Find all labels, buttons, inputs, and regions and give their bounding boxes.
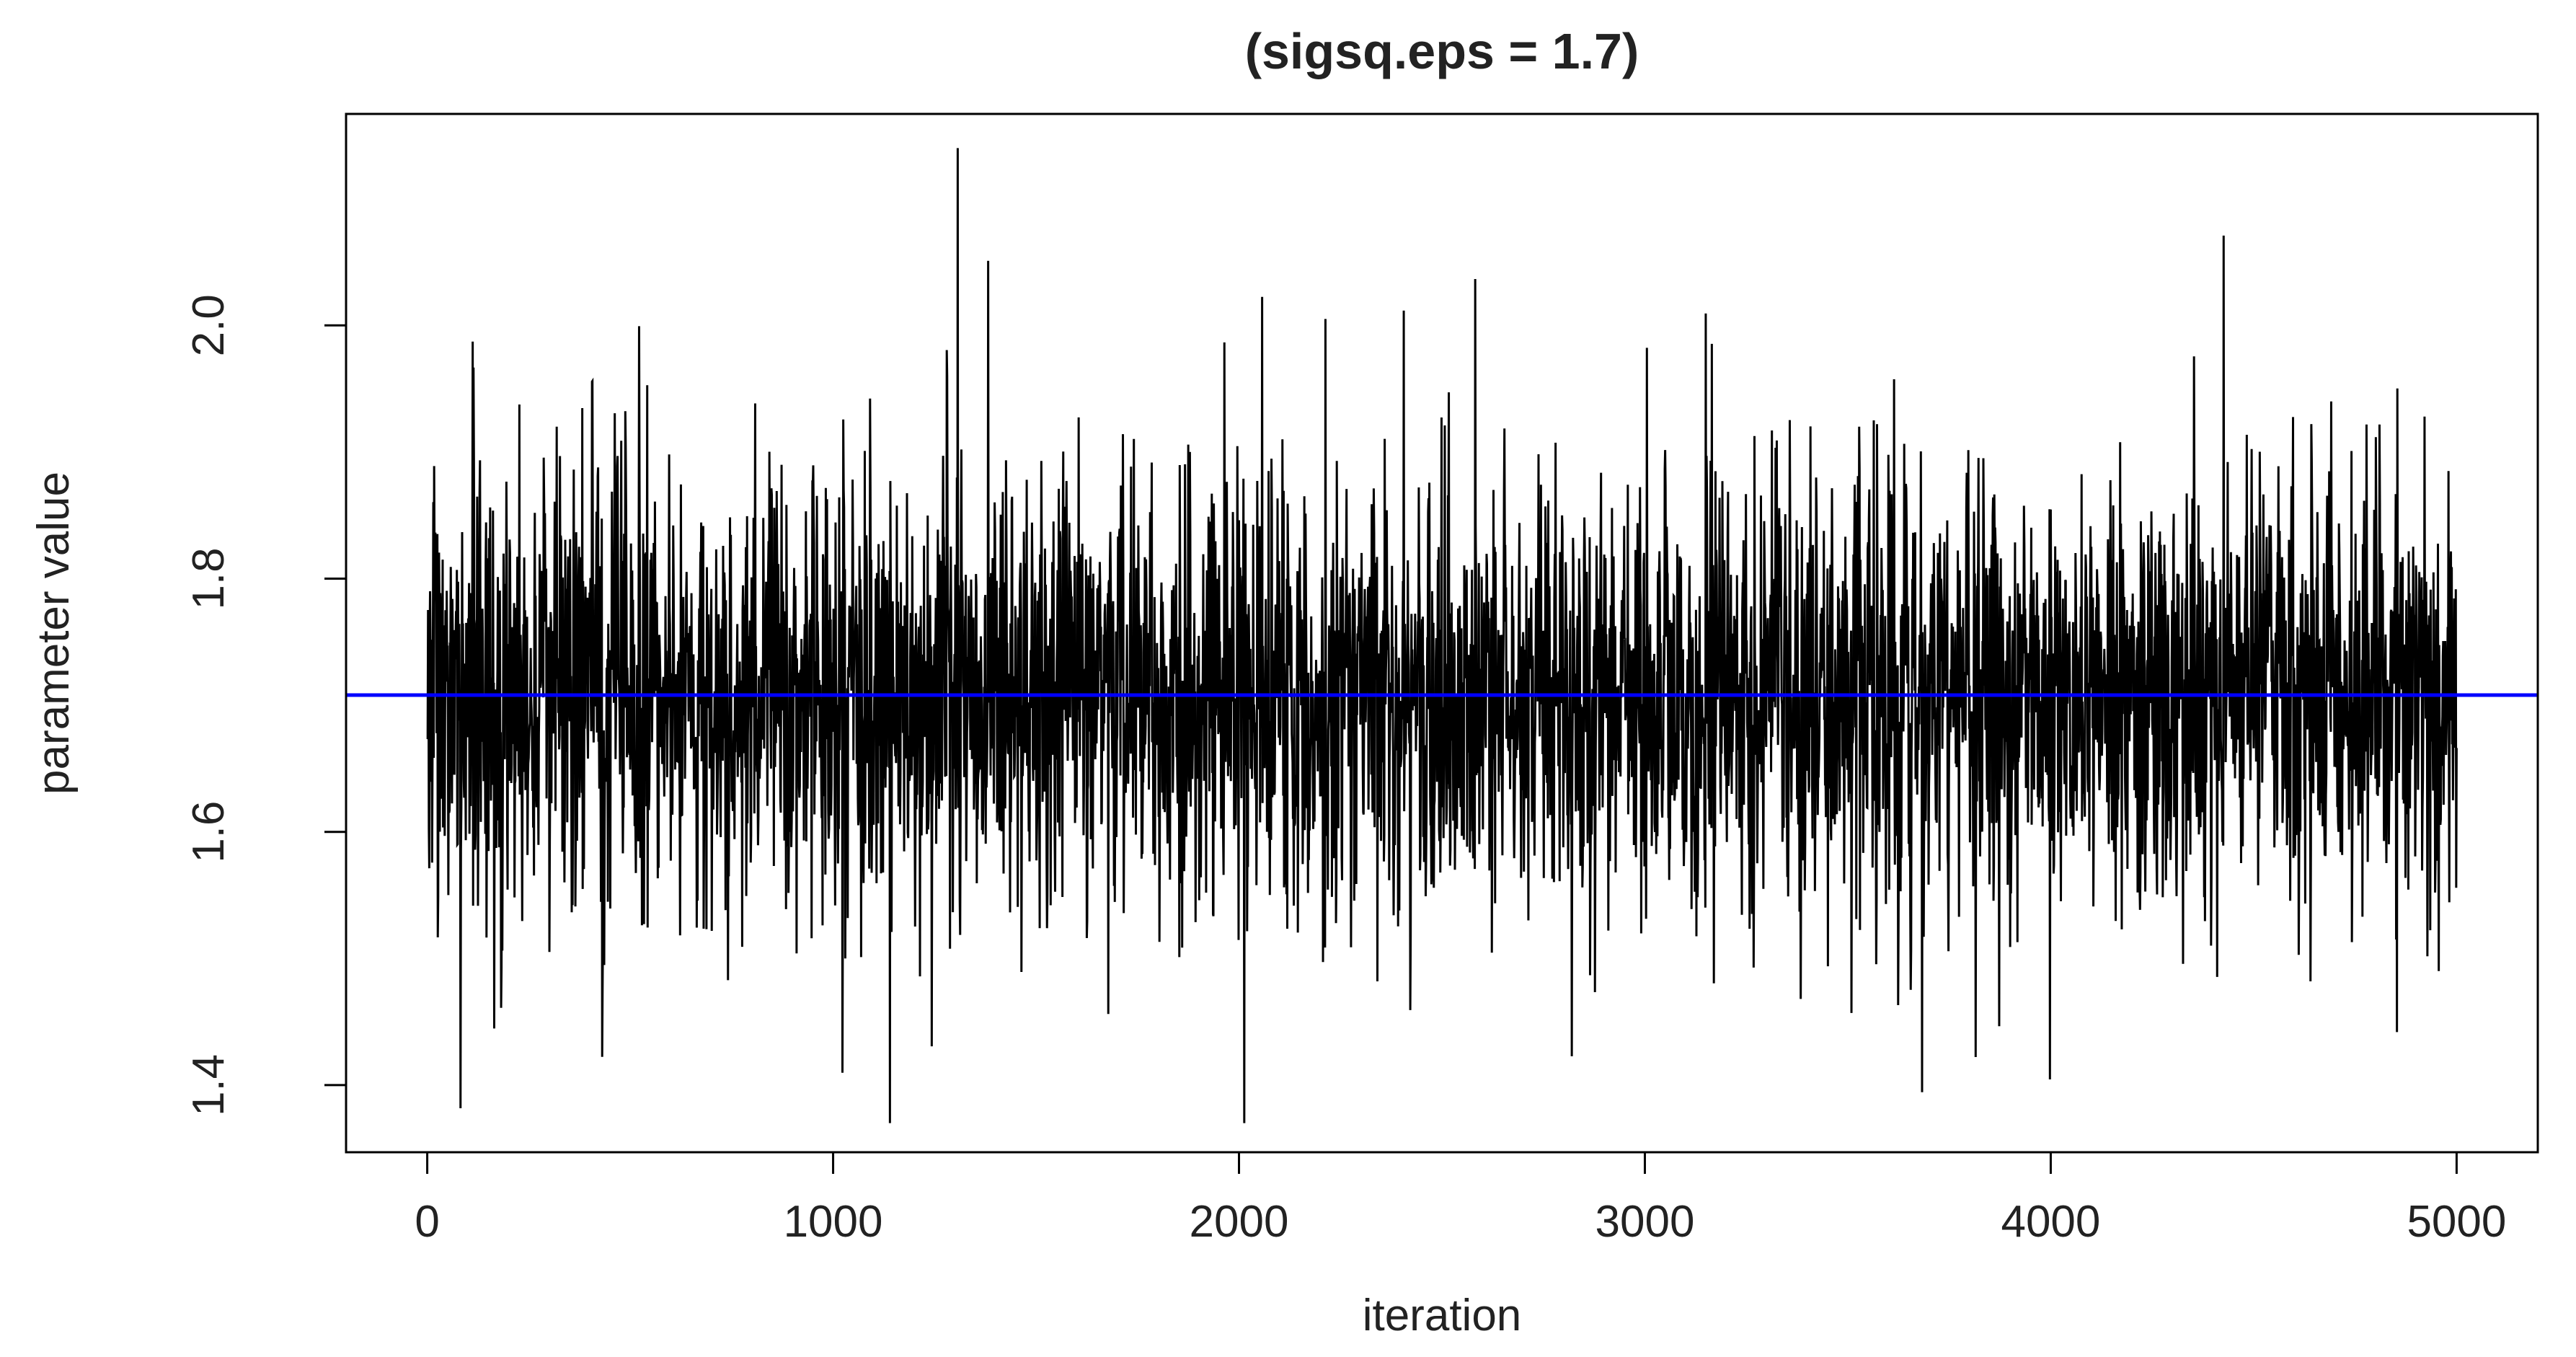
- y-axis-label: parameter value: [29, 472, 79, 795]
- x-tick-label: 5000: [2407, 1197, 2506, 1247]
- y-axis: 1.4 1.6 1.8 2.0: [184, 294, 348, 1116]
- trace-series: [426, 148, 2458, 1123]
- y-tick-label: 1.6: [184, 801, 234, 863]
- x-tick-label: 2000: [1190, 1197, 1289, 1247]
- x-axis: 0 1000 2000 3000 4000 5000: [415, 1151, 2506, 1247]
- x-tick-label: 3000: [1595, 1197, 1695, 1247]
- y-tick-label: 2.0: [184, 294, 234, 356]
- x-tick-label: 0: [415, 1197, 439, 1247]
- x-tick-label: 4000: [2001, 1197, 2100, 1247]
- x-axis-label: iteration: [1363, 1291, 1522, 1340]
- y-tick-label: 1.8: [184, 547, 234, 609]
- y-tick-label: 1.4: [184, 1054, 234, 1116]
- trace-line: [426, 148, 2458, 1123]
- chart-title: (sigsq.eps = 1.7): [1245, 23, 1639, 79]
- x-tick-label: 1000: [784, 1197, 883, 1247]
